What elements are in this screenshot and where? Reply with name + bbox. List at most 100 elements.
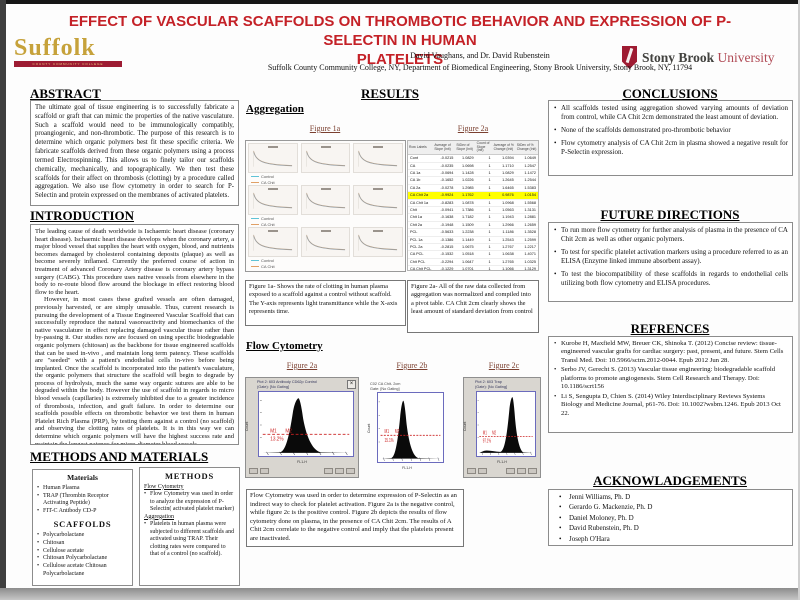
y-axis-label: Count — [463, 421, 467, 431]
references-heading: REFRENCES — [630, 321, 710, 336]
materials-item: TRAP (Thrombin Receptor Activating Pepti… — [37, 493, 128, 509]
future-direction-item: To test for specific platelet activation… — [553, 248, 788, 266]
flow-window-title: Plot 2: 603 Trap (Gate): [No Gating] — [475, 380, 508, 389]
pivot-table-header-row: Row Labels Average of Slope (Init) StDev o… — [408, 141, 538, 156]
legend-swatch-control — [251, 217, 259, 219]
toolbar-icon-grid[interactable] — [506, 468, 515, 474]
flow-cytometry-subheading: Flow Cytometry — [246, 340, 323, 352]
aggregation-mini-plot — [248, 143, 298, 173]
future-direction-item: To test the biocompatibility of these sc… — [553, 270, 788, 288]
table-row: Cont -0.0215 1.0829 1 1.0394 1.0649 — [408, 154, 538, 163]
svg-text:97.1%: 97.1% — [483, 438, 491, 444]
scaffolds-item: Cellulose acetate Chitosan Polycarbolact… — [37, 563, 128, 579]
authors-line: David Vaughans, and Dr. David Rubenstein — [410, 51, 550, 60]
toolbar-icon-layout[interactable] — [478, 468, 487, 474]
legend-entry: CA Chit — [251, 264, 403, 269]
toolbar-icon-pane[interactable] — [249, 468, 258, 474]
legend-entry: CA Chit — [251, 180, 403, 185]
legend-swatch-scaffold — [251, 223, 259, 225]
window-toolbar — [467, 467, 537, 475]
svg-text:M2: M2 — [285, 428, 292, 434]
toolbar-icon-options[interactable] — [528, 468, 537, 474]
introduction-para1: The leading cause of death worldwide is … — [35, 228, 234, 296]
toolbar-icon-layout[interactable] — [260, 468, 269, 474]
legend-entry: CA Chit — [251, 222, 403, 227]
conclusion-item: None of the scaffolds demonstrated pro-t… — [553, 126, 788, 135]
aggregation-legend: Control CA Chit — [248, 215, 403, 227]
scaffolds-heading: SCAFFOLDS — [53, 518, 112, 529]
poster-title: EFFECT OF VASCULAR SCAFFOLDS ON THROMBOT… — [68, 13, 732, 68]
pivot-table-header-cell: Average of % Change (Init) — [492, 141, 516, 156]
scaffolds-item: Cellulose acetate — [37, 548, 128, 556]
table-row: PCL 2a -0.2815 1.0675 1 1.2767 1.2217 — [408, 243, 538, 252]
abstract-heading: ABSTRACT — [30, 86, 101, 101]
materials-list: Human PlasmaTRAP (Thrombin Receptor Acti… — [37, 485, 128, 516]
legend-entry: Control — [251, 216, 403, 221]
svg-text:M1: M1 — [385, 428, 390, 434]
histogram-plot: M1 M2 13.2% — [258, 391, 354, 457]
abstract-text: The ultimate goal of tissue engineering … — [35, 104, 234, 200]
pivot-table-header-cell: StDev of Slope (Init) — [455, 141, 476, 156]
legend-entry: Control — [251, 174, 403, 179]
aggregation-legend: Control CA Chit — [248, 173, 403, 185]
toolbar-icon-zoom[interactable] — [517, 468, 526, 474]
x-axis-label: FL1-H — [297, 460, 307, 464]
toolbar-icon-options[interactable] — [346, 468, 355, 474]
flow-window-negative-control: Plot 2: 603 Antibody CD62p Control (Gate)… — [245, 377, 359, 478]
toolbar-icon-zoom[interactable] — [335, 468, 344, 474]
aggregation-mini-plot — [248, 185, 298, 215]
flow-window-title: C02 CA Chit- 2cm Gate: [No Gating] — [370, 382, 401, 391]
reference-item: Serbo JV, Gerecht S. (2013) Vascular tis… — [553, 366, 788, 391]
reference-item: Li S, Sengupta D, Chien S. (2014) Wiley … — [553, 393, 788, 418]
scaffolds-item: Chitosan Polycarbolactane — [37, 555, 128, 563]
aggregation-mini-plot — [353, 185, 404, 215]
svg-text:M2: M2 — [492, 429, 496, 435]
flow-figure-2c-label: Figure 2c — [488, 361, 520, 370]
photo-edge-right — [798, 0, 800, 600]
table-row: CA PCL -0.1532 1.0518 1 1.0638 1.4071 — [408, 250, 538, 259]
aggregation-mini-plot — [300, 227, 351, 257]
flow-window-positive-control: Plot 2: 603 Trap (Gate): [No Gating] Coun… — [463, 377, 541, 478]
legend-swatch-control — [251, 259, 259, 261]
pivot-table: Row Labels Average of Slope (Init) StDev o… — [408, 141, 538, 270]
scaffolds-item: Chitosan — [37, 540, 128, 548]
stonybrook-logo: Stony Brook University — [622, 46, 794, 69]
pivot-table-body: Cont -0.0215 1.0829 1 1.0394 1.0649 CA -… — [408, 154, 538, 270]
photo-edge-left — [0, 0, 6, 600]
materials-item: FIT-C Antibody CD-P — [37, 508, 128, 516]
figure-1a-caption: Figure 1a- Shows the rate of clotting in… — [245, 280, 406, 326]
pivot-table-header-cell: Count of Slope (Init) — [475, 141, 493, 156]
flow-window-title: Plot 2: 603 Antibody CD62p Control (Gate)… — [257, 380, 317, 389]
close-icon[interactable]: × — [347, 380, 356, 389]
legend-swatch-control — [251, 175, 259, 177]
introduction-para2: However, in most cases these grafted ves… — [35, 296, 234, 445]
aggregation-mini-plot — [248, 227, 298, 257]
histogram-plot: M1 M2 15.1% — [377, 392, 444, 463]
introduction-heading: INTRODUCTION — [30, 208, 135, 223]
toolbar-icon-pane[interactable] — [467, 468, 476, 474]
svg-text:13.2%: 13.2% — [270, 436, 284, 442]
materials-heading: Materials — [67, 473, 98, 482]
results-heading: RESULTS — [360, 86, 420, 101]
acknowledgement-item: Joseph O'Hara — [553, 535, 788, 545]
figure-1a-panel: Control CA Chit Control CA Chit Control … — [245, 140, 406, 272]
methods-agg-item: Platelets in human plasma were subjected… — [144, 521, 235, 559]
y-axis-label: Count — [367, 423, 371, 433]
methods-flow-item: Flow Cytometry was used in order to anal… — [144, 491, 235, 514]
toolbar-icon-grid[interactable] — [324, 468, 333, 474]
reference-item: Kurobe H, Maxfield MW, Breuer CK, Shinok… — [553, 340, 788, 365]
conclusions-box: All scaffolds tested using aggregation s… — [548, 100, 793, 176]
methods-materials-heading: METHODS AND MATERIALS — [30, 449, 209, 464]
aggregation-plot-row — [248, 143, 404, 173]
table-row: Chit -0.0941 1.7386 1 1.0563 1.3131 — [408, 206, 538, 215]
histogram-plot: M1 M2 97.1% — [476, 391, 536, 457]
conclusion-item: All scaffolds tested using aggregation s… — [553, 104, 788, 122]
x-axis-label: FL1-H — [402, 466, 412, 470]
svg-text:M1: M1 — [270, 428, 277, 434]
suffolk-logo: Suffolk COUNTY COMMUNITY COLLEGE — [14, 36, 122, 67]
methods-flow-subheading: Flow Cytometry — [144, 483, 184, 490]
table-row: Chit PCL -0.2294 1.0647 1 1.2765 1.0325 — [408, 258, 538, 267]
pivot-table-header-cell: StDev of % Change (Init) — [515, 141, 538, 156]
table-row: Chit 1a -0.1638 1.7182 1 1.1943 1.2881 — [408, 213, 538, 222]
